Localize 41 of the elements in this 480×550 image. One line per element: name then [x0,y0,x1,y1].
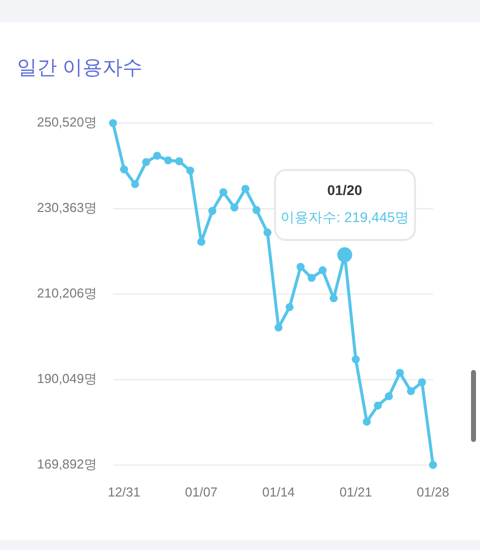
x-tick-label: 12/31 [108,484,140,500]
x-tick-label: 01/28 [416,484,450,500]
point [164,156,172,164]
point [374,402,382,410]
point [186,166,194,175]
point [120,165,128,174]
y-tick-label: 169,892명 [37,456,97,472]
y-tick-label: 230,363명 [37,200,97,216]
point [263,228,272,237]
point [384,392,393,400]
chart-title: 일간 이용자수 [17,56,143,81]
point [308,274,316,282]
point [362,418,371,426]
point [406,387,415,396]
annotation: 01/20 이용자수: 219,445명 [280,182,409,227]
point [429,460,437,469]
point [109,119,117,128]
point [286,303,294,312]
y-tick-label: 190,049명 [37,371,97,386]
point [318,266,327,274]
x-tick-label: 01/14 [262,484,295,500]
x-tick-label: 01/21 [339,484,372,500]
point [142,158,150,166]
point [153,152,162,160]
point [219,188,228,196]
point [230,203,238,212]
x-tick-label: 01/07 [185,484,218,500]
point [208,206,216,215]
point [175,157,184,166]
y-tick-label: 250,520명 [37,114,97,130]
point [352,355,360,364]
point [131,180,140,188]
point [296,262,305,271]
point [418,378,426,386]
point [241,184,250,193]
point [330,294,338,302]
point [396,368,404,377]
point [252,206,260,214]
point [197,238,206,246]
point [274,324,283,332]
y-tick-label: 210,206명 [37,286,97,301]
